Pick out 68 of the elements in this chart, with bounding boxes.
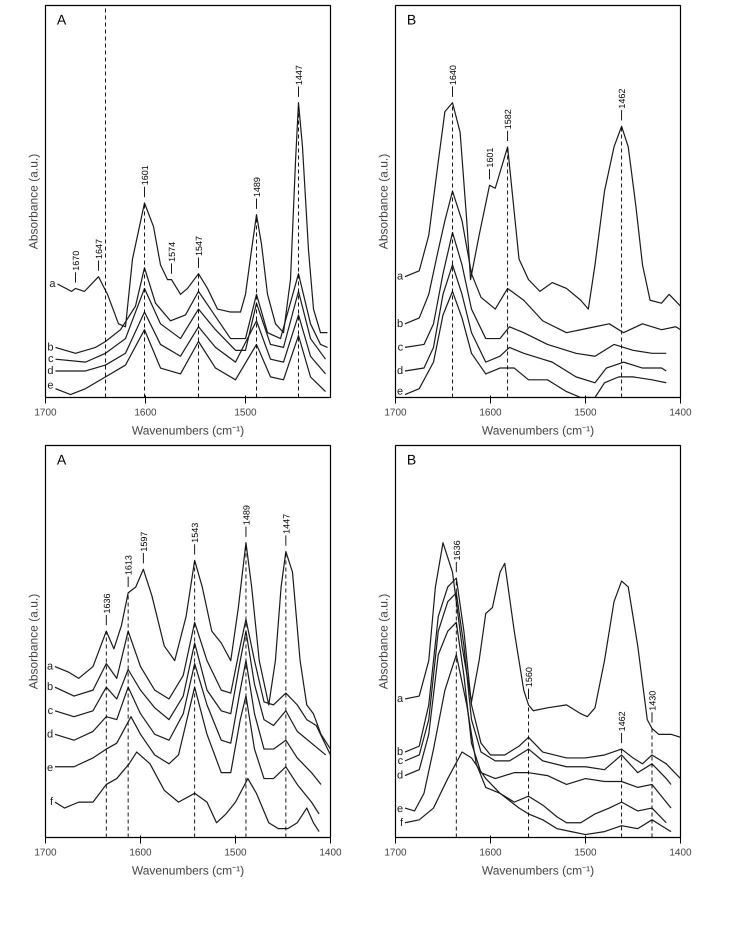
chart-title: B — [406, 451, 416, 468]
x-axis-title: Wavenumbers (cm⁻¹) — [132, 424, 244, 438]
x-axis-title: Wavenumbers (cm⁻¹) — [482, 424, 594, 438]
x-tick-label: 1700 — [384, 408, 408, 418]
annotation: 1582 — [503, 109, 514, 130]
x-tick-label: 1600 — [479, 848, 502, 858]
chart-title: B — [406, 11, 416, 28]
x-tick-label: 1500 — [574, 848, 598, 858]
annotation: 1597 — [138, 532, 149, 552]
x-tick-label: 1500 — [234, 408, 258, 418]
annotation: 1447 — [281, 514, 292, 534]
annotation: 1462 — [617, 711, 628, 732]
annotation: 1543 — [190, 522, 200, 543]
annotation: 1462 — [617, 88, 628, 109]
series-label: d — [396, 770, 404, 782]
x-tick-label: 1700 — [34, 848, 58, 858]
chart-title: A — [56, 11, 67, 28]
series-label: c — [48, 704, 54, 717]
x-axis-title: Wavenumbers (cm⁻¹) — [482, 864, 594, 878]
y-axis-title: Absorbance (a.u.) — [376, 154, 390, 250]
series-label: a — [49, 278, 56, 290]
series-label: a — [46, 660, 54, 673]
x-tick-label: 1500 — [574, 408, 598, 418]
annotation: 1447 — [294, 65, 304, 86]
series-label: e — [396, 803, 404, 816]
series-label: b — [46, 681, 54, 694]
series-label: f — [400, 816, 404, 829]
x-tick-label: 1700 — [34, 408, 58, 418]
annotation: 1574 — [167, 242, 177, 262]
series-label: f — [50, 796, 54, 808]
x-tick-label: 1700 — [384, 848, 408, 858]
annotation: 1489 — [241, 505, 252, 526]
annotation: 1640 — [448, 65, 458, 86]
series-label: e — [396, 386, 404, 398]
x-tick-label: 1400 — [669, 408, 692, 418]
series-label: a — [396, 270, 404, 283]
x-tick-label: 1600 — [129, 848, 152, 858]
x-tick-label: 1500 — [224, 848, 248, 858]
series-label: b — [396, 318, 404, 330]
annotation: 1613 — [124, 555, 134, 576]
annotation: 1547 — [194, 236, 204, 256]
annotation: 1636 — [102, 593, 112, 614]
series-label: c — [48, 353, 54, 366]
x-tick-label: 1600 — [479, 408, 502, 418]
y-axis-title: Absorbance (a.u.) — [376, 594, 390, 690]
annotation: 1636 — [452, 540, 462, 560]
series-label: e — [47, 380, 54, 392]
annotation: 1489 — [252, 177, 262, 198]
x-tick-label: 1400 — [319, 848, 342, 858]
annotation: 1560 — [524, 667, 534, 688]
annotation: 1647 — [94, 238, 104, 259]
series-label: d — [396, 364, 404, 377]
series-label: c — [398, 341, 404, 354]
annotation: 1601 — [485, 148, 496, 168]
series-label: e — [46, 762, 54, 774]
annotation: 1430 — [648, 690, 658, 711]
chart-title: A — [56, 451, 67, 468]
annotation: 1601 — [140, 165, 150, 186]
y-axis-title: Absorbance (a.u.) — [26, 594, 40, 690]
series-label: d — [46, 728, 54, 740]
y-axis-title: Absorbance (a.u.) — [26, 154, 40, 250]
x-tick-label: 1600 — [134, 408, 158, 418]
x-axis-title: Wavenumbers (cm⁻¹) — [132, 864, 244, 878]
series-label: b — [47, 341, 54, 354]
series-label: d — [47, 364, 54, 377]
annotation: 1670 — [71, 250, 81, 271]
series-label: a — [396, 692, 404, 705]
x-tick-label: 1400 — [669, 848, 692, 858]
